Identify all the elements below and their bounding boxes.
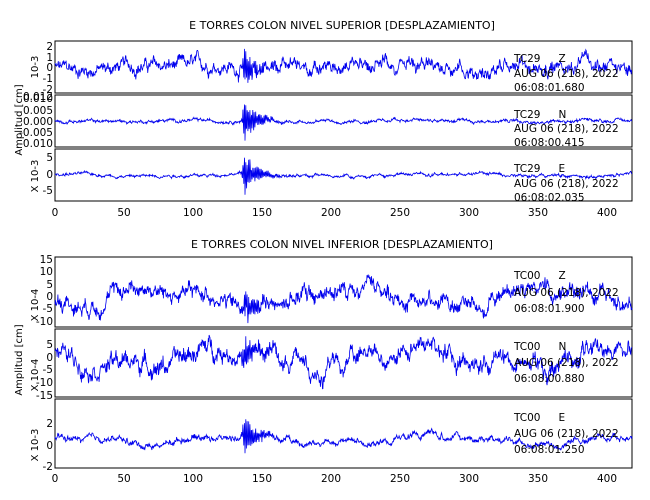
y-tick-label: -2 [43,84,53,96]
x-tick-label: 200 [321,207,341,219]
x-tick-label: 100 [183,473,203,485]
panel-frame [54,398,633,469]
lower-panel-n: X 10-4 5 0 -5 -10 -15 TC00 N AUG 06 (218)… [30,328,633,402]
trace-line [54,334,633,390]
upper-title: E TORRES COLON NIVEL SUPERIOR [DESPLAZAM… [189,19,495,32]
lower-title: E TORRES COLON NIVEL INFERIOR [DESPLAZAM… [191,238,493,251]
x-tick-label: 400 [597,473,617,485]
y-tick-label: 2 [46,41,53,53]
panel-frame [54,40,633,94]
trace-line [54,274,633,324]
trace-time: 06:08:02.035 [514,192,585,204]
trace-time: 06:08:00.880 [514,373,585,385]
x-tick-label: 50 [117,207,130,219]
trace-date: AUG 06 (218), 2022 [514,357,619,369]
y-tick-label: 5 [46,152,53,164]
x-tick-label: 300 [459,207,479,219]
lower-amplitude-label: Amplitud [cm] [14,324,25,395]
lower-panel-e: X 10-3 2 0 -2 TC00 E AUG 06 (218), 2022 0… [30,398,633,473]
trace-date: AUG 06 (218), 2022 [514,287,619,299]
y-tick-label: -2 [43,461,53,473]
y-tick-label: -10 [36,316,53,328]
trace-date: AUG 06 (218), 2022 [514,428,619,440]
y-tick-label: 5 [46,339,53,351]
station-component: TC29 N [513,109,566,121]
x-tick-label: 100 [183,207,203,219]
y-tick-label: 1 [46,52,53,64]
lower-panel-z: X 10-4 15 10 5 0 -5 -10 TC00 Z AUG 06 (21… [30,254,633,328]
station-component: TC00 Z [513,270,566,282]
trace-time: 06:08:01.680 [514,82,585,94]
y-tick-label: 0 [46,169,53,181]
y-tick-label: 15 [40,254,53,266]
station-component: TC29 E [513,163,565,175]
y-tick-label: -0.010 [19,138,53,150]
x-tick-label: 350 [528,207,548,219]
y-tick-label: 0 [46,291,53,303]
y-tick-label: 5 [46,279,53,291]
y-tick-label: -5 [43,185,53,197]
x-tick-label: 200 [321,473,341,485]
x-tick-label: 250 [390,473,410,485]
lower-x-axis: 0 50 100 150 200 250 300 350 400 [52,473,617,485]
scale-label: X 10-4 [30,359,41,392]
trace-line [54,157,632,195]
y-tick-label: 10 [40,266,53,278]
x-tick-label: 250 [390,207,410,219]
scale-label: X 10-4 [30,289,41,322]
trace-date: AUG 06 (218), 2022 [514,178,619,190]
x-tick-label: 50 [117,473,130,485]
y-tick-label: 0 [46,352,53,364]
upper-x-axis: 0 50 100 150 200 250 300 350 400 [52,207,617,219]
panel-frame [54,148,633,202]
x-tick-label: 150 [252,207,272,219]
upper-panel-z: 10-3 2 1 0 -1 -2 TC29 Z AUG 06 (218), 202… [30,40,633,96]
upper-panel-n: 0.012 0.010 0.005 0.000 -0.005 -0.010 TC… [19,91,633,150]
panel-frame [54,328,633,398]
trace-line [54,48,632,83]
trace-time: 06:08:01.250 [514,444,585,456]
y-tick-label: 0 [46,440,53,452]
x-tick-label: 300 [459,473,479,485]
trace-date: AUG 06 (218), 2022 [514,123,619,135]
trace-date: AUG 06 (218), 2022 [514,68,619,80]
station-component: TC00 N [513,341,566,353]
panel-frame [54,256,633,328]
y-tick-label: -0.005 [19,127,53,139]
x-tick-label: 400 [597,207,617,219]
trace-line [54,104,633,141]
y-tick-label: 0 [46,62,53,74]
y-tick-label: -5 [43,364,53,376]
y-tick-label: 2 [46,418,53,430]
scale-label: X 10-3 [30,160,41,193]
y-tick-label: -10 [36,377,53,389]
y-tick-label: -5 [43,303,53,315]
x-tick-label: 0 [52,207,59,219]
y-tick-label: 0.000 [23,116,53,128]
scale-label: 10-3 [30,56,41,79]
y-tick-label: 0.005 [23,105,53,117]
y-tick-label: -1 [43,73,53,85]
y-tick-label: 0.010 [23,93,53,105]
station-component: TC00 E [513,412,565,424]
upper-amplitude-label: Amplitud [cm] [14,84,25,155]
scale-label: X 10-3 [30,429,41,462]
trace-time: 06:08:01.900 [514,303,585,315]
y-tick-label: -15 [36,390,53,402]
station-component: TC29 Z [513,53,566,65]
upper-panel-e: X 10-3 5 0 -5 TC29 E AUG 06 (218), 2022 0… [30,148,633,204]
trace-line [54,419,633,454]
x-tick-label: 150 [252,473,272,485]
trace-time: 06:08:00.415 [514,137,585,149]
x-tick-label: 350 [528,473,548,485]
x-tick-label: 0 [52,473,59,485]
y-tick-label: 0.012 [23,91,53,103]
